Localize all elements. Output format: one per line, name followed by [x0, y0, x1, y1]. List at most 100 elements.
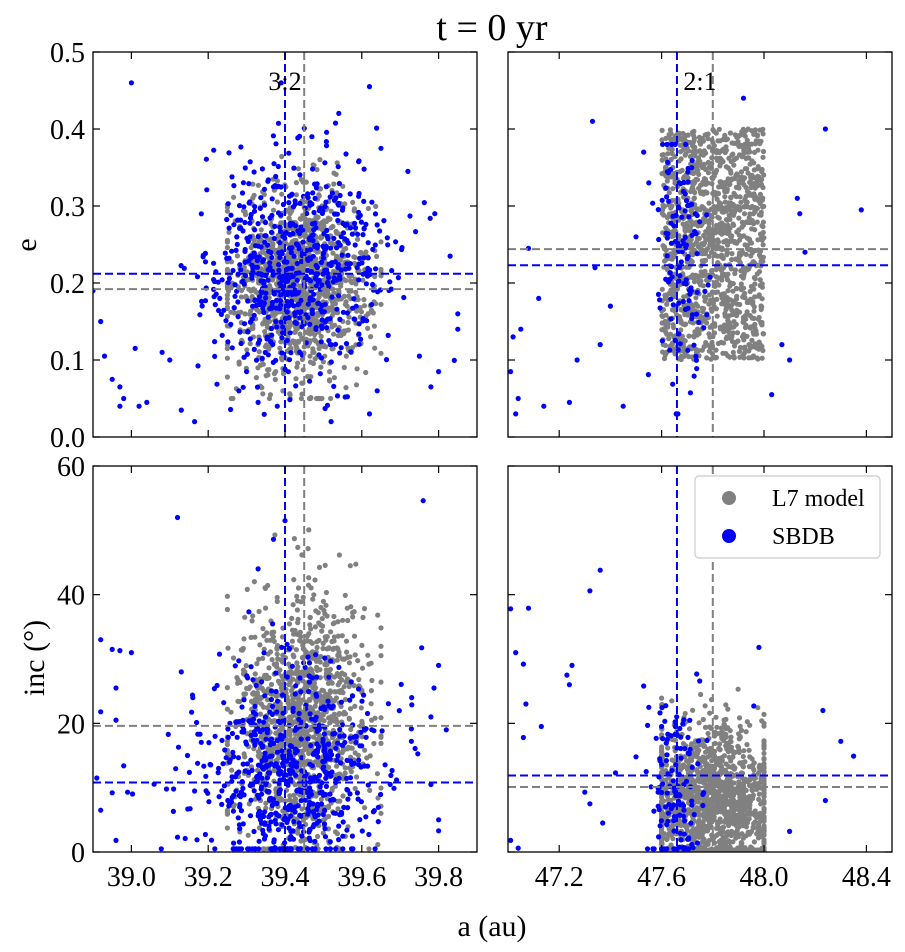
data-point [536, 295, 542, 301]
data-point [373, 266, 379, 272]
data-point [318, 205, 324, 211]
data-point [219, 332, 225, 338]
data-point [276, 267, 282, 273]
data-point [657, 305, 663, 311]
data-point [716, 200, 723, 206]
data-point [327, 720, 333, 726]
data-point [303, 179, 309, 185]
data-point [349, 745, 355, 751]
data-point [238, 647, 244, 653]
data-point [260, 846, 266, 852]
data-point [295, 664, 301, 670]
data-point [716, 184, 722, 190]
data-point [224, 825, 230, 831]
data-point [720, 180, 727, 186]
data-point [344, 827, 350, 833]
data-point [697, 139, 703, 145]
data-point [356, 331, 362, 337]
data-point [247, 234, 253, 240]
data-point [269, 196, 275, 202]
data-point [328, 629, 334, 635]
data-point [365, 652, 371, 658]
data-point [342, 696, 348, 703]
data-point [273, 688, 279, 695]
data-point [335, 164, 341, 170]
data-point [736, 227, 742, 233]
data-point [356, 277, 362, 283]
data-point [355, 236, 361, 242]
data-point [688, 250, 694, 256]
data-point [741, 319, 747, 326]
data-point [676, 158, 682, 164]
data-point [241, 354, 247, 360]
data-point [361, 606, 368, 612]
data-point [294, 660, 300, 666]
data-point [265, 697, 271, 703]
data-point [691, 279, 698, 285]
data-point [726, 313, 732, 319]
data-point [730, 330, 736, 336]
panel-e-21: 2:1 [507, 51, 893, 438]
data-point [292, 223, 299, 229]
data-point [734, 286, 740, 292]
data-point [224, 807, 230, 813]
data-point [248, 244, 254, 251]
data-point [234, 253, 240, 259]
data-point [244, 347, 250, 353]
data-point [736, 348, 743, 354]
data-point [388, 286, 394, 292]
data-point [298, 395, 304, 402]
data-point [447, 253, 453, 259]
data-point [325, 279, 331, 285]
data-point [263, 373, 269, 379]
data-point [329, 240, 335, 246]
data-point [760, 347, 766, 354]
data-point [235, 310, 241, 316]
data-point [287, 330, 293, 336]
data-point [279, 350, 285, 356]
data-point [328, 773, 334, 779]
data-point [275, 163, 281, 170]
data-point [322, 661, 328, 668]
data-point [213, 291, 219, 297]
data-point [319, 628, 325, 634]
data-point [313, 793, 319, 799]
data-point [255, 365, 261, 371]
data-point [334, 160, 340, 166]
data-point [738, 199, 744, 205]
data-point [659, 127, 665, 133]
data-point [241, 321, 248, 327]
data-point [858, 207, 864, 213]
data-point [689, 232, 695, 238]
data-point [272, 532, 278, 538]
data-point [699, 182, 705, 188]
data-point [230, 267, 236, 274]
data-point [312, 703, 318, 709]
panel-e-32: 0.00.10.20.30.40.53:2 [50, 38, 478, 454]
data-point [294, 631, 300, 637]
data-point [680, 298, 686, 305]
data-point [373, 203, 379, 209]
data-point [252, 671, 258, 677]
data-point [728, 195, 734, 201]
data-point [363, 369, 369, 376]
data-point [175, 744, 182, 750]
data-point [128, 80, 134, 86]
data-point [713, 274, 719, 280]
data-point [744, 166, 750, 172]
data-point [248, 757, 254, 763]
data-point [713, 130, 719, 136]
data-point [270, 241, 276, 247]
data-point [675, 347, 681, 353]
data-point [286, 621, 293, 627]
data-point [702, 288, 708, 294]
data-point [733, 296, 739, 302]
data-point [279, 644, 285, 651]
data-point [361, 255, 367, 261]
data-point [597, 342, 603, 348]
data-point [351, 633, 358, 639]
data-point [322, 562, 328, 569]
data-point [330, 308, 336, 314]
data-point [760, 195, 766, 201]
